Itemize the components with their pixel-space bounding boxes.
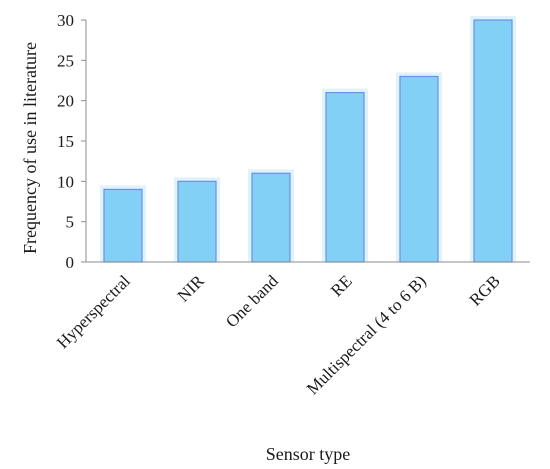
x-tick-label: NIR [174,271,209,306]
bar [473,19,513,263]
y-tick-label: 30 [57,11,74,30]
y-tick-label: 25 [57,51,74,70]
y-axis: 0 5 10 15 20 25 30 [57,11,87,272]
y-tick-label: 0 [66,253,75,272]
y-tick-label: 20 [57,92,74,111]
x-tick-label: Multispectral (4 to 6 B) [303,271,430,398]
bars-group [100,16,516,263]
bar [399,75,439,263]
y-axis-title: Frequency of use in literature [20,42,40,254]
x-axis: Hyperspectral NIR One band REMultispectral … [53,261,530,398]
bar [103,188,143,263]
x-tick-label: RGB [466,271,504,309]
x-tick-label: One band [222,271,282,331]
x-tick-label: RE [327,271,356,300]
y-tick-label: 5 [66,213,75,232]
x-axis-title: Sensor type [266,444,351,464]
y-tick-label: 10 [57,172,74,191]
x-tick-label: Hyperspectral [53,271,134,352]
y-tick-label: 15 [57,132,74,151]
bar [251,172,291,263]
bar [177,180,217,263]
bar [325,91,365,263]
